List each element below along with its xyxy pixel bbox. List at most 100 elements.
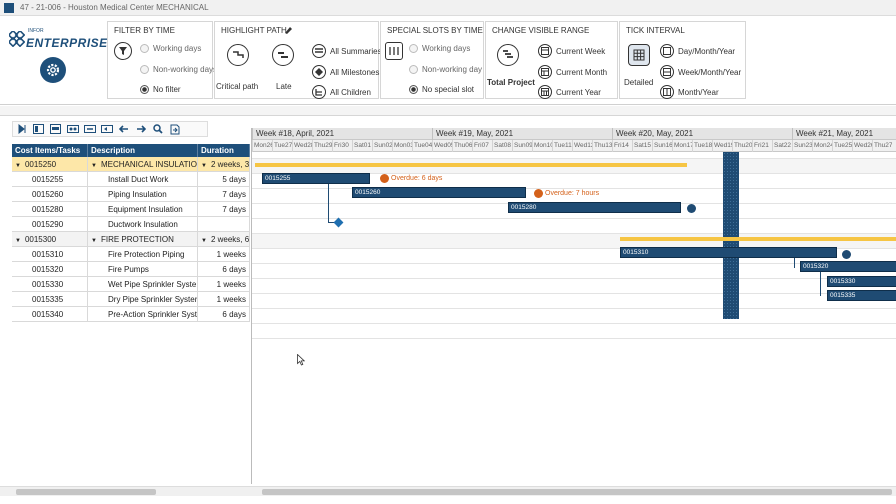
filter-working-days[interactable]: Working days (140, 44, 201, 53)
task-id: 0015320 (12, 261, 88, 277)
summary-bar[interactable] (620, 237, 896, 241)
gantt-scroll-thumb[interactable] (262, 489, 892, 495)
special-slots-group: SPECIAL SLOTS BY TIME Working days Non-w… (380, 21, 484, 99)
day-label: Fri21 (752, 140, 772, 152)
collapse-icon[interactable]: ▼ (91, 237, 97, 244)
detailed-button[interactable] (628, 44, 650, 66)
task-duration: 6 days (198, 306, 250, 322)
export-button[interactable] (168, 123, 181, 135)
dependency-line (820, 272, 821, 296)
columns-button[interactable] (32, 123, 45, 135)
all-summaries-label: All Summaries (330, 46, 382, 56)
day-label: Wed19 (712, 140, 732, 152)
current-week-button[interactable]: Current Week (538, 44, 605, 58)
filter-working-days-radio[interactable] (140, 44, 149, 53)
task-bar[interactable]: 0015260 (352, 187, 526, 198)
slot-working-days[interactable]: Working days (409, 44, 470, 53)
horizontal-scrollbar[interactable] (0, 486, 896, 496)
collapse-icon[interactable]: ▼ (91, 162, 97, 169)
slot-non-working-day[interactable]: Non-working day (409, 65, 482, 74)
tick-day-month-year[interactable]: Day/Month/Year (660, 44, 735, 58)
zoom-button[interactable] (151, 123, 164, 135)
all-children-label: All Children (330, 87, 371, 97)
collapse-icon[interactable]: ▼ (15, 237, 21, 244)
filter-non-working-days[interactable]: Non-working days (140, 65, 217, 74)
filter-no-filter-radio[interactable] (140, 85, 149, 94)
collapse-icon[interactable]: ▼ (15, 162, 21, 169)
slot-working-days-label: Working days (422, 44, 471, 53)
current-year-button[interactable]: Current Year (538, 85, 601, 99)
col-duration[interactable]: Duration (198, 144, 250, 157)
day-label: Wed26 (852, 140, 872, 152)
row-gridline (252, 293, 896, 294)
detailed-grid-icon (633, 49, 645, 61)
table-row[interactable]: 0015310 Fire Protection Piping 1 weeks (12, 246, 250, 262)
play-button[interactable] (15, 123, 28, 135)
row-gridline (252, 323, 896, 324)
table-row[interactable]: 0015335 Dry Pipe Sprinkler Syster 1 week… (12, 291, 250, 307)
collapse-icon[interactable]: ▼ (201, 162, 207, 169)
row-gridline (252, 338, 896, 339)
slot-no-special[interactable]: No special slot (409, 85, 474, 94)
task-bar[interactable]: 0015320 (800, 261, 896, 272)
table-row[interactable]: ▼ 0015300 ▼ FIRE PROTECTION ▼ 2 weeks, 6 (12, 231, 250, 247)
table-row[interactable]: ▼ 0015250 ▼ MECHANICAL INSULATION ▼ 2 weeks… (12, 156, 250, 172)
critical-path-button[interactable] (227, 44, 249, 66)
task-description: FIRE PROTECTION (100, 234, 174, 244)
day-label: Fri14 (612, 140, 632, 152)
table-row[interactable]: 0015330 Wet Pipe Sprinkler Syste 1 weeks (12, 276, 250, 292)
table-row[interactable]: 0015255 Install Duct Work 5 days (12, 171, 250, 187)
table-row[interactable]: 0015280 Equipment Insulation 7 days (12, 201, 250, 217)
task-bar[interactable]: 0015335 (827, 290, 896, 301)
settings-button[interactable] (40, 57, 66, 83)
current-year-label: Current Year (556, 87, 601, 97)
task-duration: 1 weeks (198, 246, 250, 262)
day-label: Fri30 (332, 140, 352, 152)
filter-no-filter[interactable]: No filter (140, 85, 181, 94)
unlink-tasks-button[interactable] (83, 123, 96, 135)
table-row[interactable]: 0015320 Fire Pumps 6 days (12, 261, 250, 277)
slot-non-working-day-radio[interactable] (409, 65, 418, 74)
day-label: Wed28 (292, 140, 312, 152)
col-description[interactable]: Description (88, 144, 198, 157)
summary-bar[interactable] (255, 163, 687, 167)
table-row[interactable]: 0015340 Pre-Action Sprinkler Syst 6 days (12, 306, 250, 322)
week-label: Week #19, May, 2021 (432, 128, 612, 140)
arrow-right-button[interactable] (134, 123, 147, 135)
task-bar[interactable]: 0015255 (262, 173, 370, 184)
task-grid: Cost Items/Tasks Description Duration ▼ 0… (12, 144, 250, 322)
task-bar[interactable]: 0015310 (620, 247, 837, 258)
gantt-chart[interactable]: Week #18, April, 2021 Week #19, May, 202… (251, 128, 896, 484)
task-duration: 5 days (198, 171, 250, 187)
total-project-button[interactable] (497, 44, 519, 66)
slot-no-special-radio[interactable] (409, 85, 418, 94)
tick-week-month-year[interactable]: Week/Month/Year (660, 65, 741, 79)
task-id: 0015260 (12, 186, 88, 202)
arrow-left-button[interactable] (117, 123, 130, 135)
all-children-button[interactable]: All Children (312, 85, 371, 99)
day-label: Wed12 (572, 140, 592, 152)
link-tasks-button[interactable] (66, 123, 79, 135)
table-row[interactable]: 0015290 Ductwork Insulation (12, 216, 250, 232)
row-gridline (252, 173, 896, 174)
indent-button[interactable] (100, 123, 113, 135)
table-row[interactable]: 0015260 Piping Insulation 7 days (12, 186, 250, 202)
day-label: Sat22 (772, 140, 792, 152)
milestone-diamond[interactable] (333, 217, 344, 228)
rows-button[interactable] (49, 123, 62, 135)
all-summaries-button[interactable]: All Summaries (312, 44, 382, 58)
indent-icon (100, 125, 113, 133)
tick-day-month-year-icon (660, 44, 674, 58)
collapse-icon[interactable]: ▼ (201, 237, 207, 244)
grid-scroll-thumb[interactable] (16, 489, 156, 495)
col-cost-items[interactable]: Cost Items/Tasks (12, 144, 88, 157)
slot-working-days-radio[interactable] (409, 44, 418, 53)
task-bar[interactable]: 0015280 (508, 202, 681, 213)
all-milestones-button[interactable]: All Milestones (312, 65, 379, 79)
filter-non-working-days-radio[interactable] (140, 65, 149, 74)
late-button[interactable] (272, 44, 294, 66)
current-week-icon (538, 44, 552, 58)
task-bar[interactable]: 0015330 (827, 276, 896, 287)
tick-month-year[interactable]: Month/Year (660, 85, 719, 99)
current-month-button[interactable]: Current Month (538, 65, 607, 79)
